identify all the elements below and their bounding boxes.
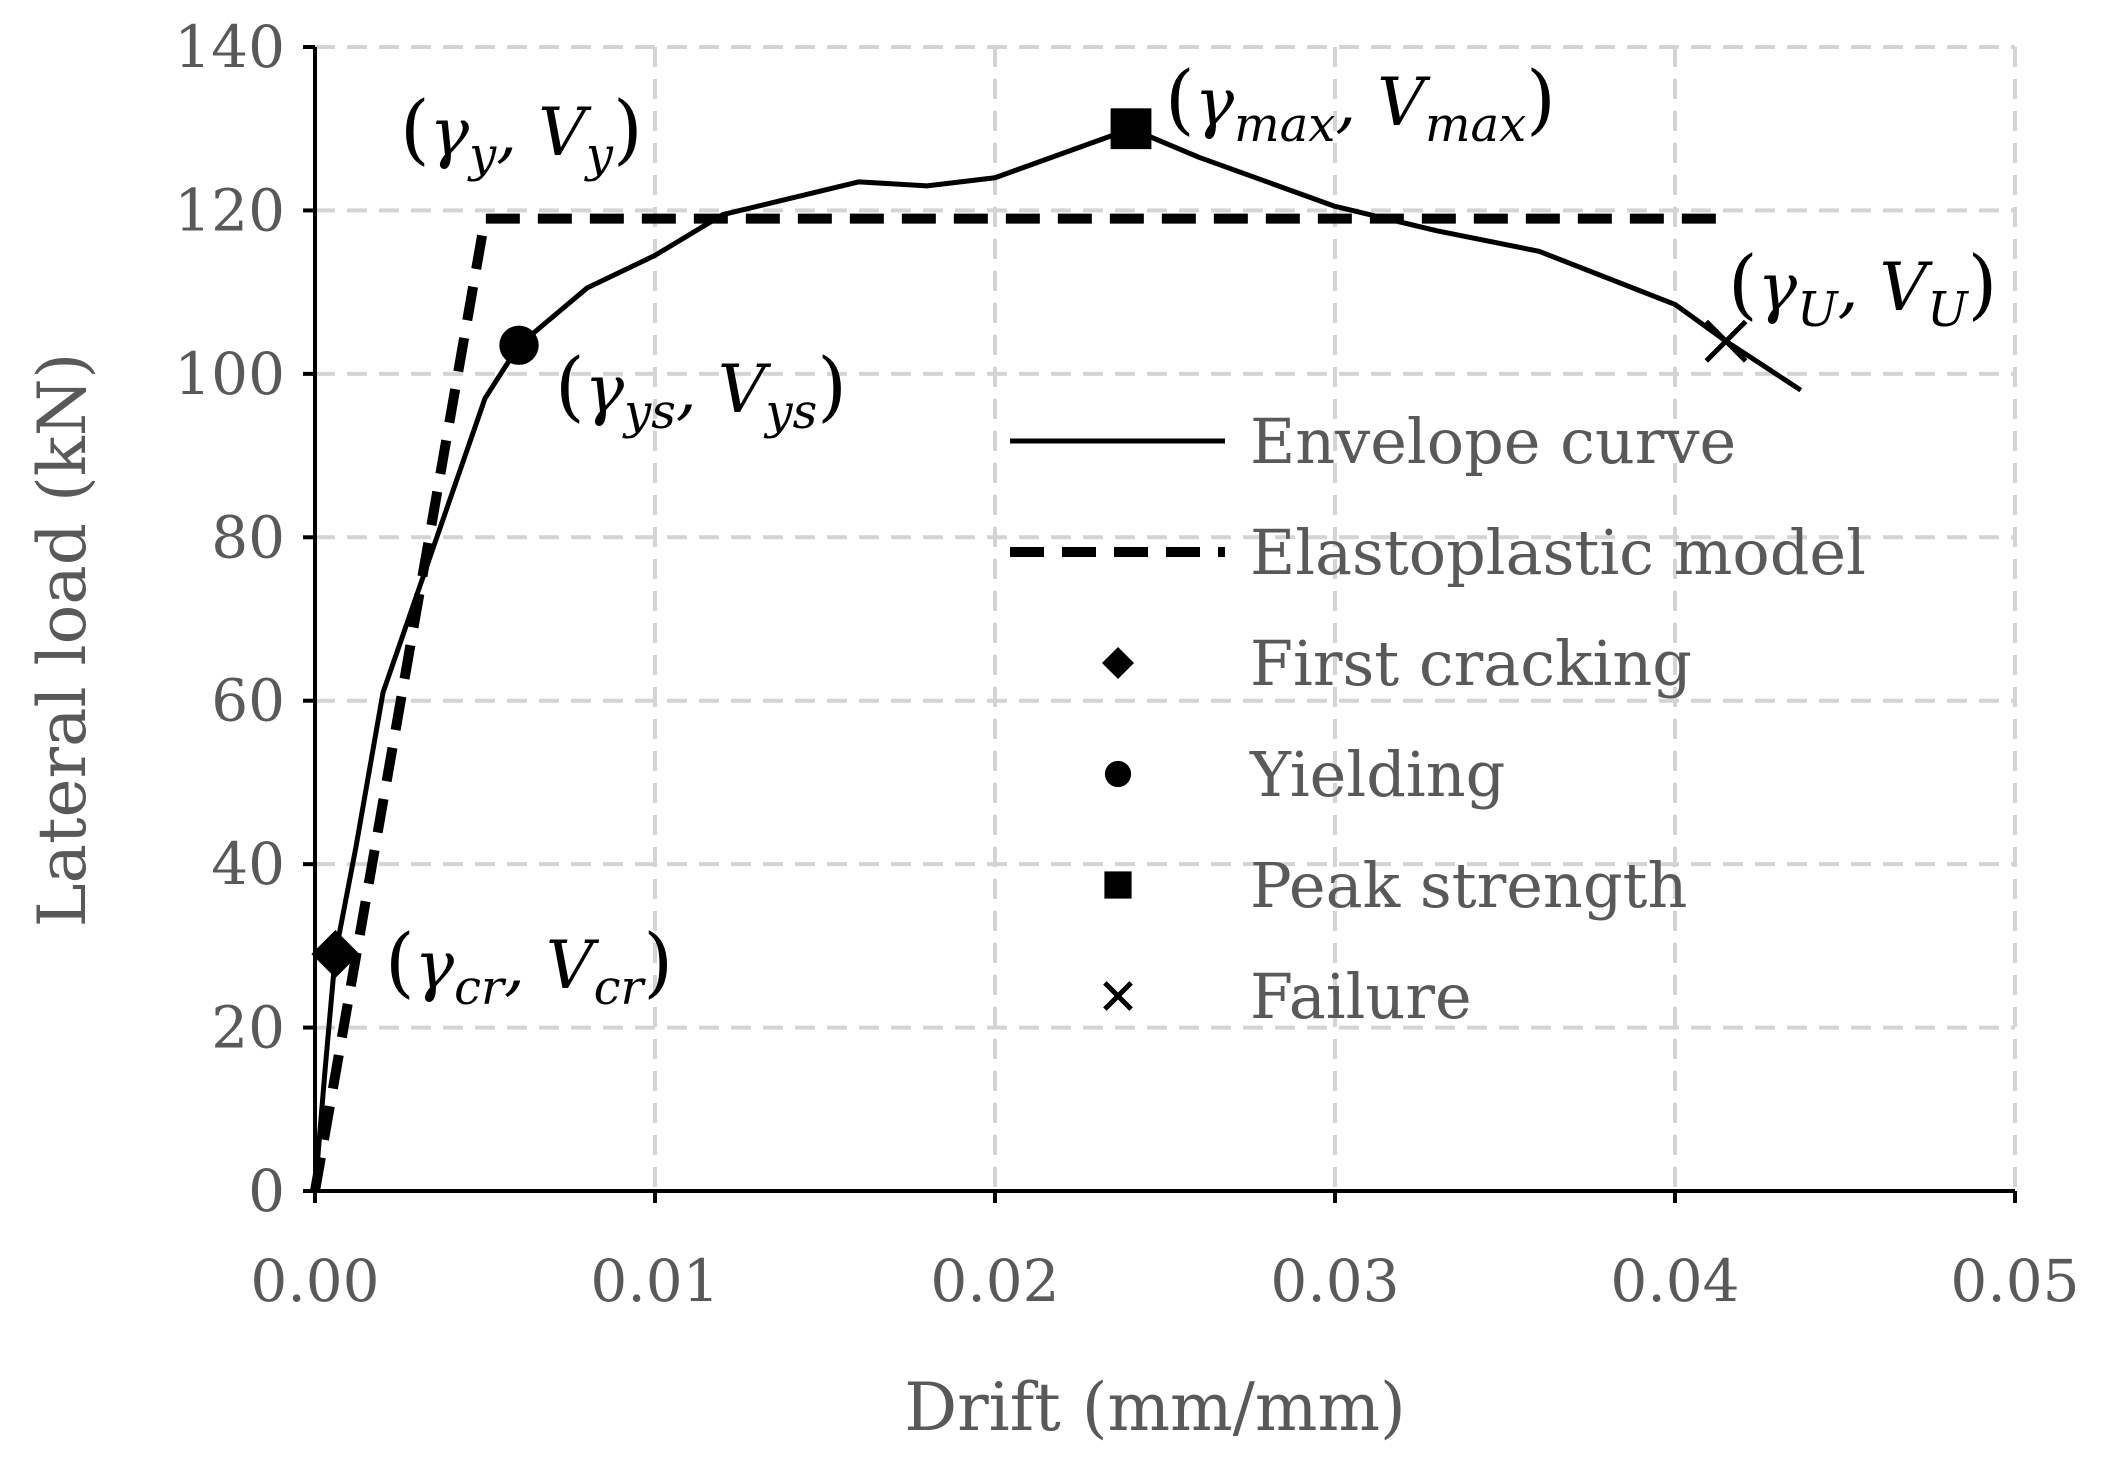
x-axis-title: Drift (mm/mm) <box>904 1369 1406 1446</box>
series <box>310 126 1803 1192</box>
y-tick-label: 100 <box>174 340 285 408</box>
failure-marker <box>1704 319 1748 363</box>
peak-strength-marker <box>1110 108 1152 150</box>
tick-labels: 0 20 40 60 80 100 120 140 0.00 0.01 0.02 0.03 0.04 0.… <box>174 13 2079 1315</box>
x-tick-label: 0.02 <box>930 1247 1059 1315</box>
y-axis-title: Lateral load (kN) <box>24 353 101 927</box>
y-tick-label: 140 <box>174 13 285 81</box>
y-tick-label: 20 <box>211 994 285 1062</box>
envelope-curve-line <box>312 126 1803 1192</box>
legend-symbol-failure-marker <box>1103 981 1133 1011</box>
axes <box>303 45 2017 1203</box>
legend-label: Failure <box>1250 960 1472 1033</box>
y-tick-label: 120 <box>174 176 285 244</box>
y-tick-label: 0 <box>248 1157 285 1225</box>
annotation-elastoplastic-knee: (γy, Vy) <box>400 84 643 183</box>
legend-symbol-first-cracking-marker <box>1102 647 1134 679</box>
legend-label: Yielding <box>1249 738 1505 811</box>
x-tick-label: 0.04 <box>1610 1247 1739 1315</box>
legend: Envelope curve Elastoplastic model First c… <box>1010 405 1866 1033</box>
annotations: (γy, Vy) (γys, Vys) (γmax, Vmax) (γU, VU) (γ… <box>385 54 1997 1016</box>
legend-label: Envelope curve <box>1250 405 1736 478</box>
annotation-failure: (γU, VU) <box>1728 239 1997 338</box>
legend-label: First cracking <box>1250 627 1692 700</box>
x-tick-label: 0.03 <box>1270 1247 1399 1315</box>
legend-symbol-yielding-marker <box>1104 760 1132 788</box>
x-tick-label: 0.01 <box>590 1247 719 1315</box>
markers <box>311 108 1748 979</box>
yielding-marker <box>499 325 539 365</box>
legend-label: Elastoplastic model <box>1250 516 1866 589</box>
annotation-peak: (γmax, Vmax) <box>1165 54 1556 153</box>
y-tick-label: 80 <box>211 503 285 571</box>
y-tick-label: 60 <box>211 667 285 735</box>
y-tick-label: 40 <box>211 830 285 898</box>
elastoplastic-model-line <box>310 213 1733 1192</box>
legend-symbol-peak-strength-marker <box>1104 871 1132 899</box>
x-tick-label: 0.05 <box>1950 1247 2079 1315</box>
annotation-yielding: (γys, Vys) <box>555 341 847 440</box>
legend-label: Peak strength <box>1250 849 1687 922</box>
x-tick-label: 0.00 <box>250 1247 379 1315</box>
legend-symbol-failure-marker-stroke <box>1103 981 1133 1011</box>
annotation-first-cracking: (γcr, Vcr) <box>385 917 673 1016</box>
failure-marker-stroke <box>1704 319 1748 363</box>
grid-lines <box>315 45 2017 1191</box>
first-cracking-marker <box>311 930 360 979</box>
